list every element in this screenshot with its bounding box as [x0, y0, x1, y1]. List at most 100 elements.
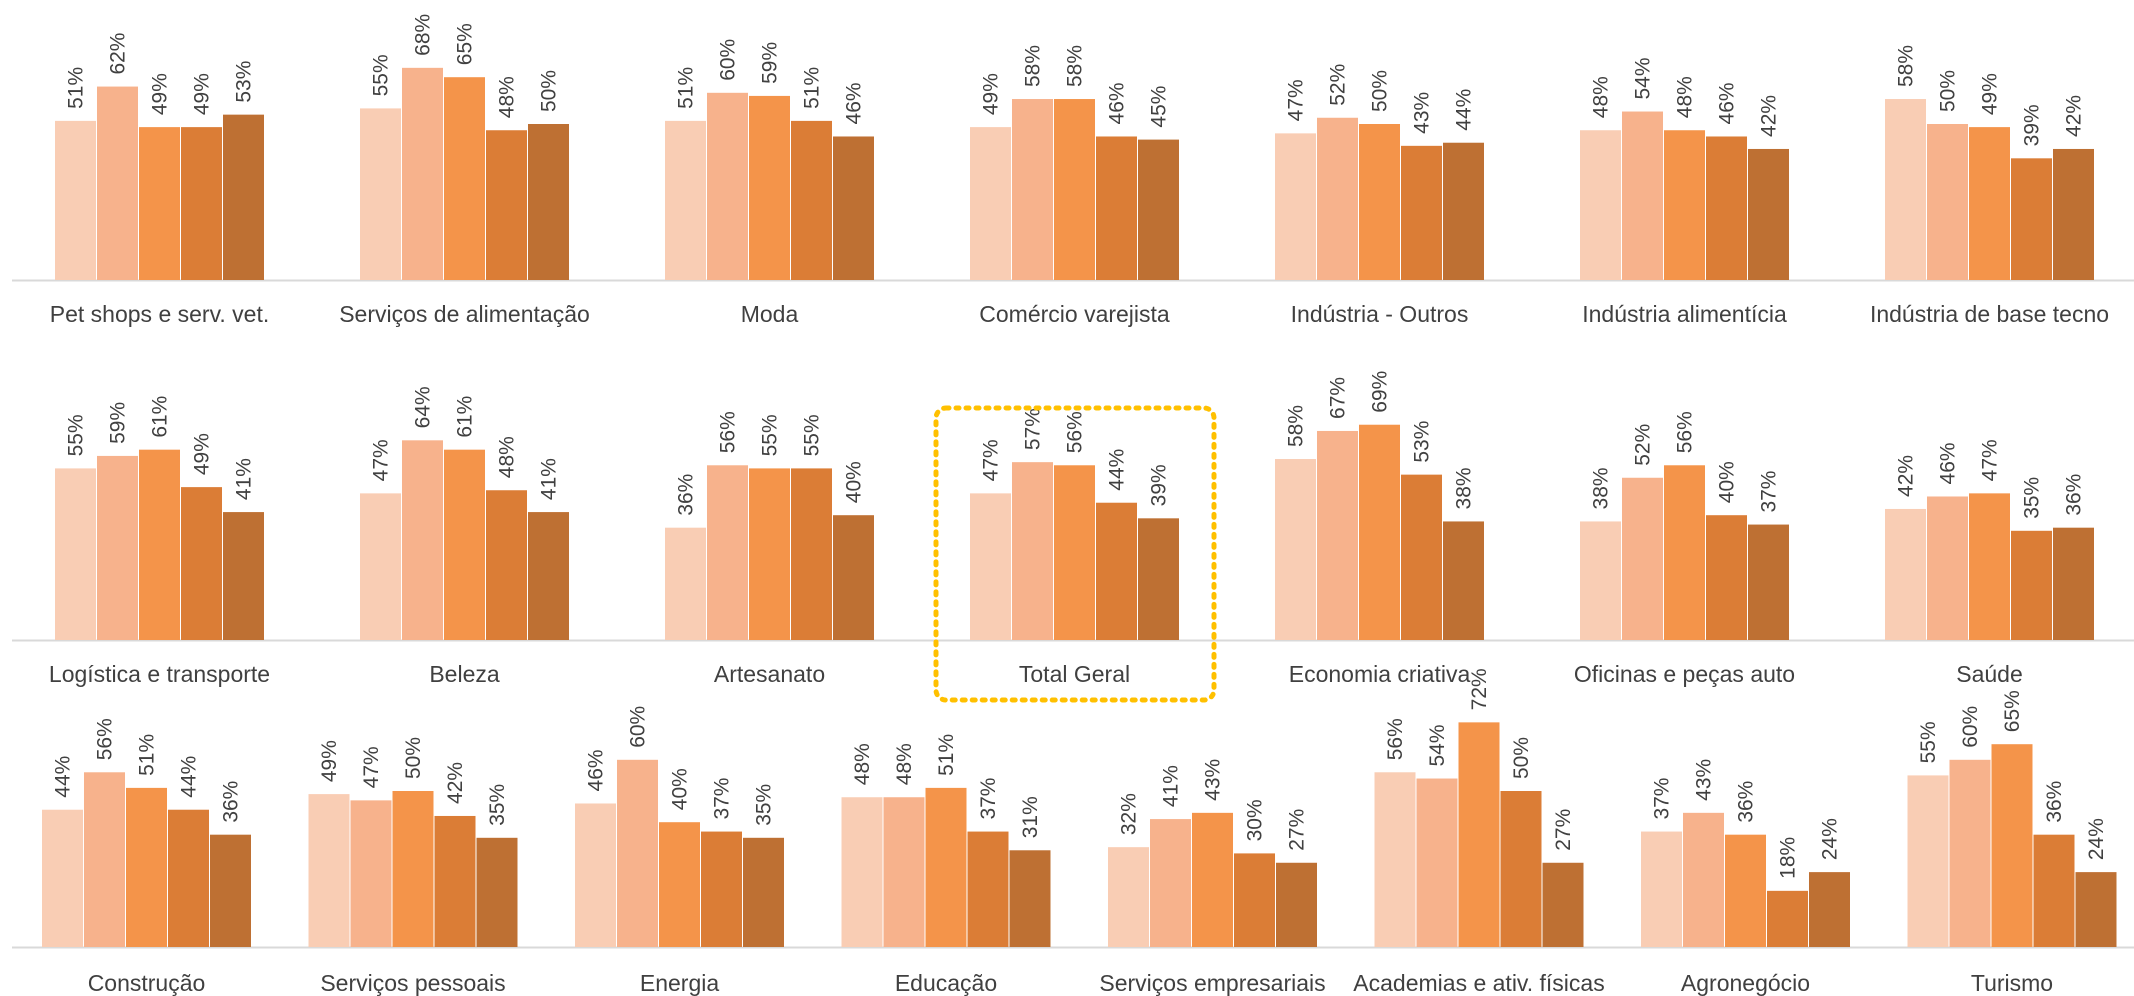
bar — [1622, 112, 1663, 280]
bar — [444, 77, 485, 280]
bar — [1401, 475, 1442, 640]
data-label: 48% — [496, 436, 519, 478]
data-label: 69% — [1369, 371, 1392, 413]
data-label: 55% — [370, 54, 393, 96]
data-label: 55% — [1917, 721, 1940, 763]
category-label: Serviços empresariais — [1099, 970, 1325, 996]
bar — [2076, 872, 2117, 947]
bar — [55, 468, 96, 640]
bar — [2053, 528, 2094, 640]
data-label: 36% — [220, 781, 243, 823]
bar — [617, 760, 658, 947]
data-label: 49% — [980, 73, 1003, 115]
bar — [665, 528, 706, 640]
data-label: 51% — [65, 67, 88, 109]
bar — [402, 440, 443, 640]
category-group: 44%56% 51%44%36%Construção — [42, 718, 251, 996]
data-label: 48% — [496, 76, 519, 118]
data-label: 18% — [1777, 837, 1800, 879]
data-label: 59% — [759, 42, 782, 84]
data-label: 37% — [1651, 778, 1674, 820]
bar — [1664, 130, 1705, 280]
data-label: 46% — [1716, 82, 1739, 124]
data-label: 59% — [107, 402, 130, 444]
data-label: 60% — [717, 39, 740, 81]
category-label: Saúde — [1956, 661, 2023, 687]
data-label: 51% — [935, 734, 958, 776]
category-label: Economia criativa — [1289, 661, 1471, 687]
bar — [1359, 124, 1400, 280]
bar — [2053, 149, 2094, 280]
category-label: Indústria alimentícia — [1582, 301, 1787, 327]
data-label: 35% — [2021, 477, 2044, 519]
data-label: 50% — [538, 70, 561, 112]
category-group: 58%50% 49%39% 42%Indústria de base tecno — [1870, 45, 2109, 327]
data-label: 51% — [136, 734, 159, 776]
bar — [1275, 459, 1316, 640]
bar — [42, 810, 83, 947]
bar — [55, 121, 96, 280]
bar — [1459, 722, 1500, 947]
data-label: 58% — [1895, 45, 1918, 87]
data-label: 57% — [1022, 408, 1045, 450]
bar — [1683, 813, 1724, 947]
bar — [1096, 136, 1137, 280]
category-group: 55% 60% 65% 36% 24% Turismo — [1908, 690, 2117, 996]
category-label: Indústria - Outros — [1291, 301, 1469, 327]
bar — [833, 136, 874, 280]
bar — [1767, 891, 1808, 947]
bar — [97, 87, 138, 280]
data-label: 72% — [1468, 668, 1491, 710]
data-label: 51% — [675, 67, 698, 109]
bar — [1317, 118, 1358, 280]
data-label: 24% — [2085, 818, 2108, 860]
data-label: 42% — [444, 762, 467, 804]
category-label: Construção — [88, 970, 206, 996]
bar — [1950, 760, 1991, 947]
category-label: Beleza — [429, 661, 500, 687]
bar — [97, 456, 138, 640]
data-label: 62% — [107, 33, 130, 75]
category-label: Serviços de alimentação — [339, 301, 590, 327]
bar — [1748, 525, 1789, 640]
category-group: 32%41% 43%30% 27%Serviços empresariais — [1099, 759, 1325, 996]
data-label: 36% — [2063, 474, 2086, 516]
data-label: 43% — [1693, 759, 1716, 801]
data-label: 36% — [2043, 781, 2066, 823]
data-label: 64% — [412, 386, 435, 428]
bar — [2034, 835, 2075, 947]
data-label: 58% — [1064, 45, 1087, 87]
data-label: 53% — [1411, 421, 1434, 463]
bar — [1580, 521, 1621, 640]
bar — [575, 803, 616, 947]
category-group: 49% 58% 58% 46% 45% Comércio varejista — [970, 45, 1179, 327]
bar — [402, 68, 443, 280]
category-group: 49% 47% 50%42%35%Serviços pessoais — [309, 737, 518, 996]
data-label: 27% — [1286, 809, 1309, 851]
category-group: 55% 59% 61% 49% 41% Logística e transporte — [49, 396, 270, 687]
data-label: 60% — [1959, 706, 1982, 748]
bar — [970, 127, 1011, 280]
bar — [1401, 146, 1442, 280]
data-label: 43% — [1411, 92, 1434, 134]
bar — [1641, 832, 1682, 947]
bar — [1010, 850, 1051, 947]
data-label: 68% — [412, 14, 435, 56]
data-label: 47% — [1979, 439, 2002, 481]
data-label: 48% — [893, 743, 916, 785]
category-group: 56% 54% 72% 50% 27% Academias e ativ. físicas — [1353, 668, 1604, 996]
category-group: 48% 48% 51%37% 31%Educação — [842, 734, 1051, 996]
bar — [665, 121, 706, 280]
data-label: 42% — [1895, 455, 1918, 497]
bar — [528, 512, 569, 640]
data-label: 49% — [191, 433, 214, 475]
bar — [1580, 130, 1621, 280]
bar — [84, 772, 125, 947]
data-label: 44% — [1453, 89, 1476, 131]
bar — [1908, 775, 1949, 947]
data-label: 55% — [801, 414, 824, 456]
bar — [435, 816, 476, 947]
bar — [1054, 99, 1095, 280]
bar — [1150, 819, 1191, 947]
bar — [1885, 509, 1926, 640]
